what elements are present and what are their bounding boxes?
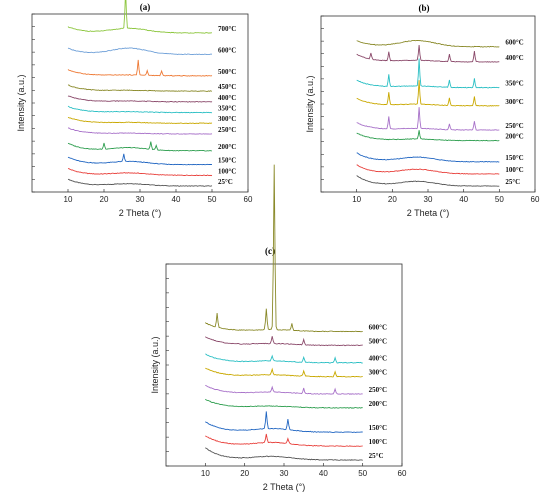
series-line	[67, 178, 213, 187]
series-line	[205, 336, 363, 347]
series-line	[356, 44, 500, 63]
x-tick-label: 60	[398, 469, 407, 478]
series-label: 350°C	[505, 80, 523, 88]
panel-a-chart: (a) 10 20 30 40 50 60 2 Theta (°) Intensity (a.u…	[16, 0, 253, 218]
panel-b: (b) 10 20 30 40 50 60 2 Theta (°) Intensity (a.u…	[275, 0, 550, 220]
panel-a: (a) 10 20 30 40 50 60 2 Theta (°) Intensity (a.u…	[0, 0, 275, 220]
series-line	[67, 105, 213, 114]
x-tick-label: 60	[531, 195, 540, 204]
series-line	[356, 175, 500, 187]
x-axis-title: 2 Theta (°)	[263, 482, 305, 492]
series-line	[205, 353, 363, 364]
series-line	[356, 39, 500, 48]
series-label: 100°C	[369, 438, 387, 446]
series-label: 200°C	[505, 133, 523, 141]
series-line	[67, 141, 213, 152]
series-label: 150°C	[369, 424, 387, 432]
plot-frame	[165, 263, 403, 467]
series-label: 300°C	[218, 115, 236, 123]
series-line	[204, 164, 363, 333]
series-label: 300°C	[505, 98, 523, 106]
series-label: 250°C	[505, 122, 523, 130]
series-label: 25°C	[218, 178, 233, 186]
series-line	[67, 84, 213, 92]
series-line	[356, 107, 500, 131]
series-line	[67, 153, 213, 166]
series-line	[67, 95, 213, 103]
x-tick-label: 10	[64, 195, 73, 204]
series-label: 250°C	[369, 386, 387, 394]
series-line	[205, 411, 363, 433]
series-line	[356, 130, 500, 142]
y-axis-title: Intensity (a.u.)	[305, 75, 315, 132]
panel-label: (a)	[140, 2, 151, 12]
series-label: 600°C	[218, 46, 236, 54]
series-line	[356, 164, 500, 175]
series-line	[67, 0, 212, 34]
series-line	[205, 367, 363, 378]
series-label: 250°C	[218, 126, 236, 134]
series-label: 150°C	[218, 157, 236, 165]
series-line	[205, 433, 363, 447]
series-line	[67, 47, 213, 56]
series-label: 25°C	[369, 452, 384, 460]
panel-c-chart: (c) 10 20 30 40 50 60 2 Theta (°) Intensity (a.u…	[150, 164, 407, 492]
x-tick-label: 40	[319, 469, 328, 478]
series-label: 400°C	[369, 355, 387, 363]
x-tick-label: 50	[208, 195, 217, 204]
series-line	[68, 127, 213, 135]
x-tick-label: 10	[352, 195, 361, 204]
x-tick-label: 10	[201, 469, 210, 478]
series-label: 200°C	[218, 143, 236, 151]
series-line	[67, 59, 213, 77]
panel-label: (b)	[419, 3, 430, 13]
series-label: 350°C	[218, 105, 236, 113]
panel-b-chart: (b) 10 20 30 40 50 60 2 Theta (°) Intensity (a.u…	[305, 3, 540, 218]
series-line	[356, 152, 500, 163]
x-tick-label: 50	[495, 195, 504, 204]
series-line	[356, 80, 500, 107]
series-line	[356, 58, 500, 89]
x-tick-label: 30	[136, 195, 145, 204]
series-label: 400°C	[505, 54, 523, 62]
panel-c: (c) 10 20 30 40 50 60 2 Theta (°) Intensity (a.u…	[120, 164, 420, 494]
plot-frame	[31, 13, 249, 193]
series-label: 200°C	[369, 400, 387, 408]
x-tick-label: 30	[280, 469, 289, 478]
x-tick-label: 40	[459, 195, 468, 204]
series-label: 450°C	[218, 83, 236, 91]
series-label: 600°C	[505, 39, 523, 47]
series-label: 700°C	[218, 25, 236, 33]
series-line	[205, 447, 363, 461]
x-tick-label: 40	[172, 195, 181, 204]
x-tick-label: 60	[244, 195, 253, 204]
x-axis-title: 2 Theta (°)	[119, 208, 161, 218]
x-tick-label: 50	[358, 469, 367, 478]
series-line	[205, 398, 363, 409]
series-label: 25°C	[505, 178, 520, 186]
series-label: 400°C	[218, 94, 236, 102]
x-tick-label: 20	[240, 469, 249, 478]
series-line	[67, 116, 213, 124]
x-tick-label: 30	[424, 195, 433, 204]
series-label: 600°C	[369, 323, 387, 331]
series-label: 500°C	[218, 68, 236, 76]
x-tick-label: 20	[388, 195, 397, 204]
y-axis-title: Intensity (a.u.)	[150, 336, 160, 393]
series-label: 500°C	[369, 337, 387, 345]
series-line	[67, 168, 213, 177]
series-label: 150°C	[505, 154, 523, 162]
series-label: 300°C	[369, 369, 387, 377]
series-label: 100°C	[218, 167, 236, 175]
panel-label: (c)	[265, 246, 275, 256]
series-line	[205, 384, 363, 395]
series-label: 100°C	[505, 166, 523, 174]
x-axis-title: 2 Theta (°)	[407, 208, 449, 218]
x-tick-label: 20	[100, 195, 109, 204]
y-axis-title: Intensity (a.u.)	[16, 74, 26, 131]
